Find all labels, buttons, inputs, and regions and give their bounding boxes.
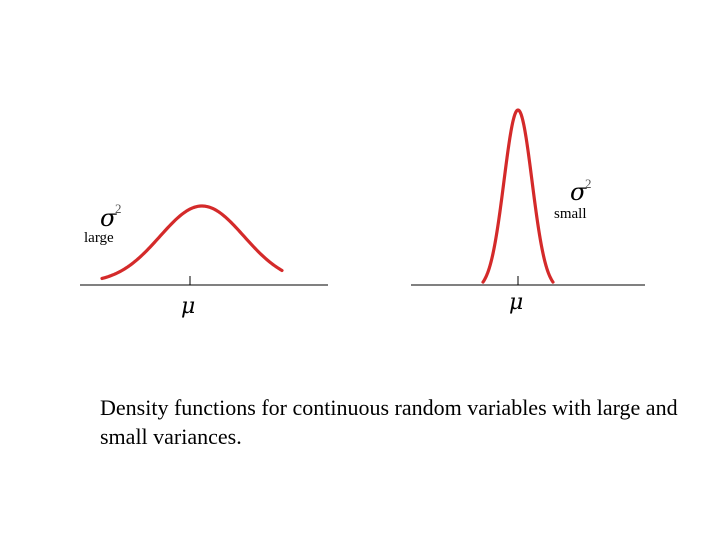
wide-density-curve [100, 204, 284, 281]
left-mean-symbol: μ [181, 294, 195, 319]
left-sigma-symbol: σ [100, 204, 117, 232]
large-variance-panel: σ 2 large μ [80, 201, 328, 319]
narrow-density-curve [481, 108, 555, 284]
small-variance-panel: σ 2 small μ [411, 108, 645, 315]
right-variance-label: small [554, 206, 587, 222]
right-sigma-exponent: 2 [585, 176, 592, 191]
left-variance-label: large [84, 230, 114, 246]
figure-caption: Density functions for continuous random … [100, 395, 678, 449]
right-mean-symbol: μ [509, 290, 523, 315]
left-sigma-exponent: 2 [115, 201, 122, 216]
right-sigma-symbol: σ [570, 178, 587, 206]
